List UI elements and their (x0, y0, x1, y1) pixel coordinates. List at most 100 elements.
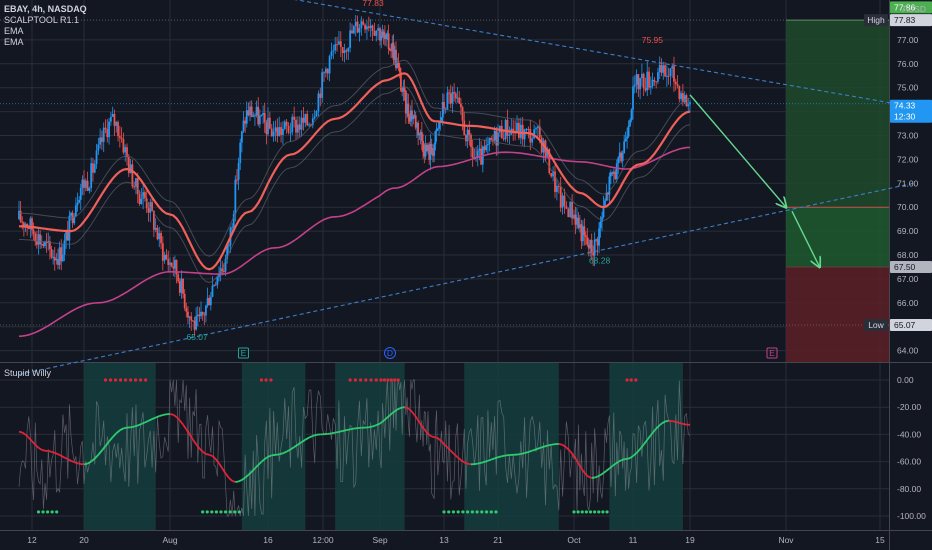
low-side-label-bg (864, 319, 888, 332)
candle-body (352, 26, 355, 34)
candle-body (18, 210, 20, 220)
candle-body (236, 179, 238, 181)
oscillator-signal-segment (490, 457, 495, 461)
time-tick-label: 12:00 (312, 535, 334, 545)
oscillator-signal-segment (467, 462, 472, 466)
trend-lines[interactable] (18, 0, 914, 376)
last-price-tag-text: 12:30 (894, 112, 916, 122)
indicator-scalptool[interactable]: SCALPTOOL R1.1 (4, 15, 80, 25)
projection-arrows[interactable] (689, 94, 820, 267)
candle-body (193, 320, 196, 330)
oversold-marker (233, 510, 237, 514)
oversold-marker (605, 510, 609, 514)
oscillator-signal-segment (198, 447, 204, 453)
indicator-ema-2[interactable]: EMA (4, 37, 24, 47)
candle-body (533, 129, 535, 139)
currency-label[interactable]: 7\USD (901, 4, 926, 14)
candle-body (508, 134, 511, 136)
indicator-ema-1[interactable]: EMA (4, 26, 24, 36)
overbought-marker (364, 378, 368, 382)
candle-body (589, 239, 592, 249)
price-tick-label: 67.00 (897, 274, 919, 284)
candle-body (93, 164, 96, 173)
candle-body (516, 122, 518, 132)
candle-body (88, 187, 91, 191)
overbought-marker (139, 378, 143, 382)
candle-body (683, 95, 686, 103)
oscillator-signal-segment (286, 448, 291, 453)
candle-body (618, 152, 621, 158)
candle-body (53, 256, 56, 261)
candle-body (283, 121, 286, 129)
oscillator-signal-segment (175, 416, 181, 422)
candle-body (412, 116, 415, 120)
candle-body (379, 28, 381, 41)
oscillator-signal-segment (67, 458, 72, 462)
oscillator-signal-segment (112, 432, 117, 438)
candle-body (689, 102, 691, 105)
candle-body (406, 103, 408, 114)
candle-body (502, 138, 505, 140)
oversold-marker (584, 510, 588, 514)
candle-body (272, 131, 275, 137)
candle-body (362, 21, 365, 25)
candle-body (34, 233, 37, 242)
oscillator-signal-segment (626, 457, 631, 460)
candle-body (129, 164, 132, 174)
candle-body (418, 134, 421, 136)
oscillator-signal-segment (368, 425, 373, 429)
oscillator-signal-segment (547, 443, 552, 447)
candle-body (680, 93, 682, 99)
candle-body (341, 47, 344, 54)
time-tick-label: Nov (778, 535, 794, 545)
candle-body (581, 226, 584, 242)
candle-body (392, 42, 395, 60)
overbought-marker (374, 378, 378, 382)
risk-reward-zones[interactable] (786, 19, 889, 362)
ema-slow-line (18, 146, 691, 338)
candle-body (655, 81, 658, 83)
candle-body (101, 137, 103, 142)
candle-body (24, 224, 27, 227)
candle-body (427, 144, 429, 152)
candle-body (369, 25, 372, 29)
candle-body (408, 116, 411, 122)
candle-body (188, 316, 191, 318)
oscillator-signal-segment (558, 443, 563, 446)
candle-body (113, 114, 116, 126)
symbol-line[interactable]: EBAY, 4h, NASDAQ (4, 4, 87, 14)
oversold-marker (480, 510, 484, 514)
candle-body (609, 172, 612, 177)
oscillator-signal-segment (679, 421, 684, 425)
oscillator-signal-segment (123, 426, 128, 430)
candle-body (550, 173, 553, 177)
candle-body (580, 224, 583, 242)
candle-body (321, 72, 324, 98)
candle-body (131, 164, 134, 187)
low2-annotation: 68.28 (589, 255, 611, 265)
candle-body (111, 114, 114, 117)
candle-body (504, 119, 507, 140)
candle-body (446, 92, 449, 110)
oscillator-signal-segment (218, 462, 224, 469)
candle-body (144, 192, 146, 199)
candle-body (195, 316, 198, 330)
candle-body (490, 137, 493, 140)
candle-body (519, 124, 522, 138)
candle-body (313, 116, 316, 119)
oversold-marker (223, 510, 228, 514)
oversold-marker (572, 510, 576, 514)
candle-body (178, 281, 181, 293)
ema-band-upper (19, 59, 691, 257)
oscillator-signal-segment (70, 459, 75, 464)
oscillator-title[interactable]: Stupid Willy (4, 368, 52, 378)
trend-line-support (18, 182, 914, 376)
oscillator-signal-segment (115, 429, 121, 435)
candle-body (122, 139, 125, 153)
oscillator-signal-segment (195, 443, 201, 449)
oscillator-signal-segment (144, 419, 149, 424)
candle-body (678, 85, 681, 99)
candle-body (354, 21, 357, 27)
candle-body (424, 144, 427, 157)
